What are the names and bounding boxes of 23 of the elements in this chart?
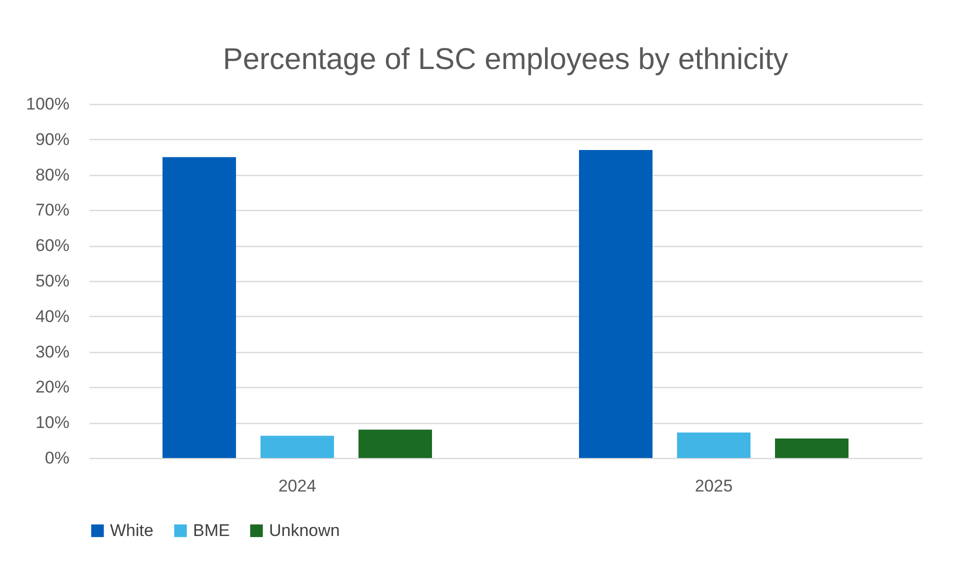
bar [162, 157, 236, 458]
y-tick-label: 20% [35, 378, 70, 397]
y-tick-label: 80% [35, 165, 70, 184]
y-tick-label: 0% [44, 448, 70, 468]
y-tick-label: 60% [35, 236, 70, 256]
legend-label: BME [193, 520, 230, 540]
x-tick-label: 2024 [278, 476, 316, 496]
legend-label: White [110, 520, 154, 540]
chart-title: Percentage of LSC employees by ethnicity [222, 43, 788, 76]
x-tick-label: 2025 [694, 476, 733, 496]
bar [579, 150, 652, 458]
y-tick-label: 50% [35, 272, 70, 290]
y-tick-label: 10% [35, 413, 70, 432]
bar [260, 436, 334, 458]
y-tick-label: 70% [35, 200, 70, 220]
bar [358, 430, 432, 458]
bar [775, 438, 848, 458]
y-tick-label: 30% [35, 342, 70, 362]
bar [677, 432, 750, 458]
y-tick-label: 100% [26, 94, 70, 114]
y-tick-label: 90% [35, 130, 70, 149]
legend-label: Unknown [269, 520, 340, 540]
y-tick-label: 40% [35, 306, 70, 326]
